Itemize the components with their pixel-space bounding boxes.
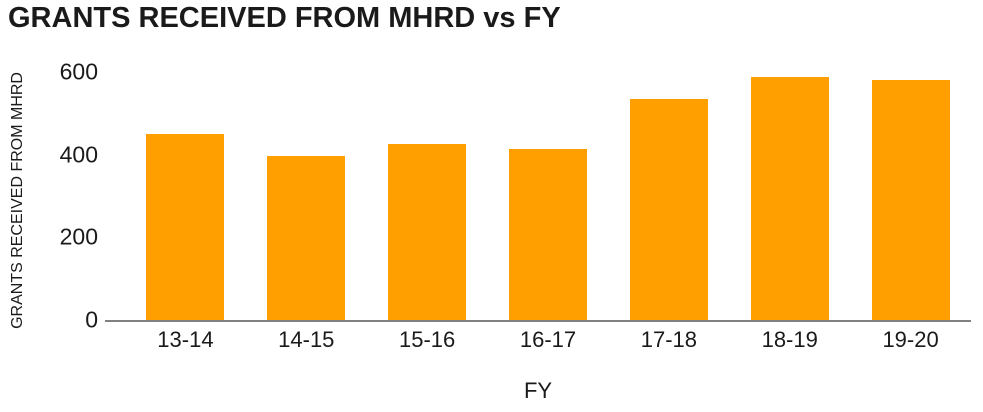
x-tick-label: 19-20 (882, 327, 939, 352)
y-tick-label: 400 (59, 141, 98, 168)
y-axis-title-text: GRANTS RECEIVED FROM MHRD (9, 71, 26, 329)
y-tick-label: 200 (59, 223, 98, 250)
bar-slot (608, 72, 729, 320)
chart-title: GRANTS RECEIVED FROM MHRD vs FY (8, 2, 561, 34)
y-tick-label: 600 (59, 58, 98, 85)
bar-18-19 (750, 76, 829, 320)
bar-16-17 (509, 149, 587, 320)
plot-area (105, 72, 971, 322)
x-tick-label: 14-15 (278, 327, 335, 352)
bar-slot (488, 72, 609, 320)
bars-area (105, 72, 971, 320)
bar-slot (850, 72, 971, 320)
x-tick-label: 13-14 (157, 327, 214, 352)
y-axis-ticks: 0 200 400 600 (40, 60, 98, 331)
x-axis-title: FY (523, 378, 553, 403)
x-tick-label: 15-16 (399, 327, 456, 352)
bar-slot (367, 72, 488, 320)
bar-slot (246, 72, 367, 320)
bar-13-14 (146, 134, 225, 320)
x-tick-label: 17-18 (640, 327, 697, 352)
y-tick-label: 0 (85, 306, 98, 333)
bar-slot (729, 72, 850, 320)
x-tick-labels: 13-14 14-15 15-16 16-17 17-18 18-19 19-20 (105, 327, 971, 353)
bar-15-16 (388, 143, 467, 320)
bar-14-15 (267, 155, 346, 320)
bar-19-20 (871, 79, 950, 320)
bar-17-18 (629, 99, 708, 320)
x-tick-label: 16-17 (519, 327, 577, 352)
bar-slot (125, 72, 246, 320)
y-axis-title: GRANTS RECEIVED FROM MHRD (6, 60, 30, 340)
x-tick-label: 18-19 (761, 327, 818, 352)
